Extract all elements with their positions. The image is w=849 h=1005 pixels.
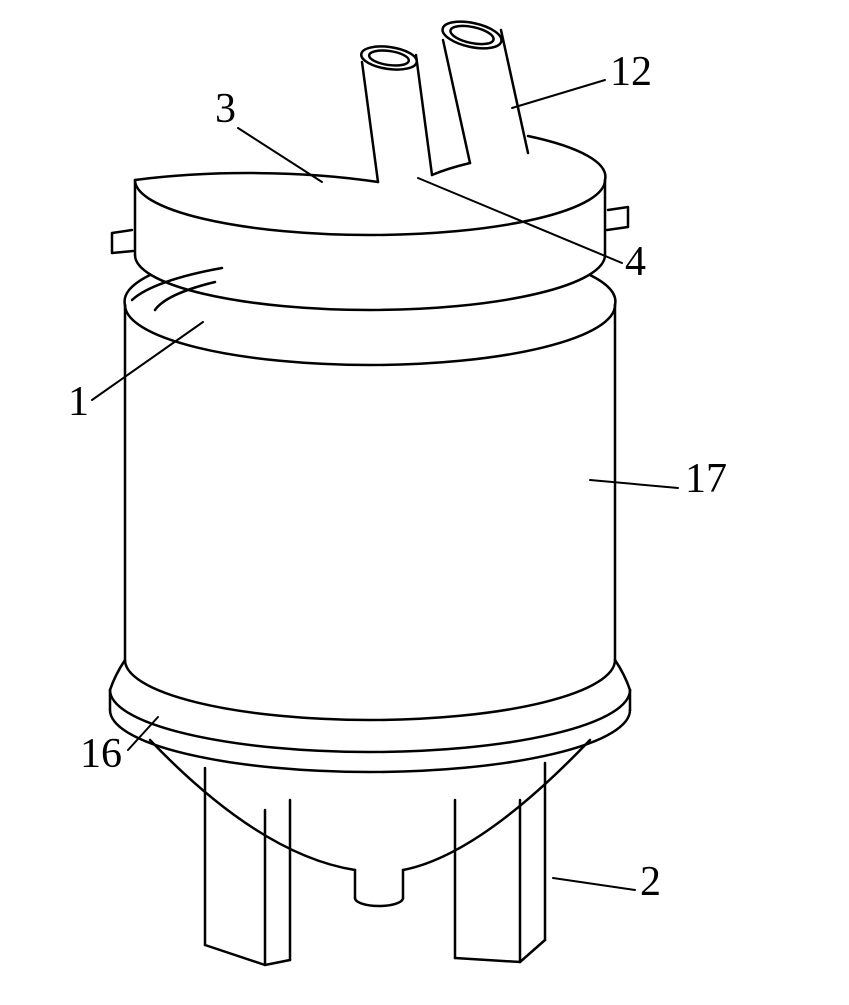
rear-pipe [440, 17, 528, 163]
label-2: 2 [640, 858, 661, 906]
inner-rim [125, 268, 615, 365]
label-17: 17 [685, 455, 727, 503]
front-pipe [360, 43, 432, 182]
main-body [125, 275, 616, 660]
label-4: 4 [625, 238, 646, 286]
label-16: 16 [80, 730, 122, 778]
label-1: 1 [68, 378, 89, 426]
lid [112, 136, 628, 310]
technical-diagram: 12 3 4 1 17 16 2 [0, 0, 849, 1000]
label-3: 3 [215, 85, 236, 133]
outlet-stub [355, 870, 403, 906]
support-leg-right [455, 763, 545, 962]
support-leg-left [205, 768, 290, 965]
bottom-section [110, 660, 630, 870]
label-12: 12 [610, 48, 652, 96]
